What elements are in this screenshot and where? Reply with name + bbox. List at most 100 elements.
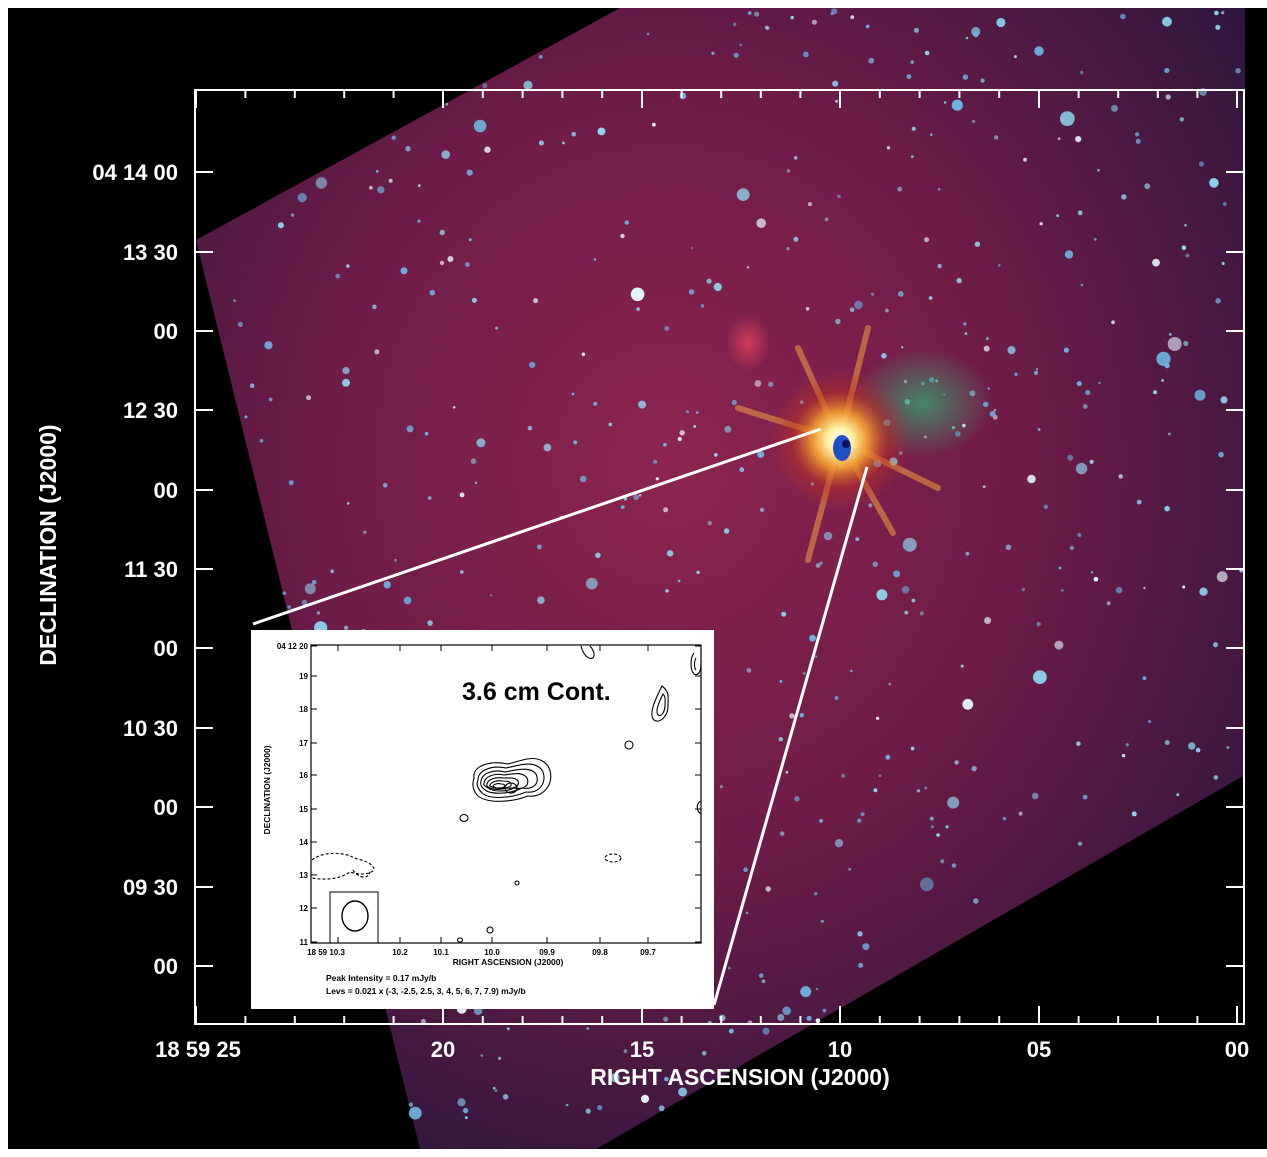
- star: [1183, 340, 1189, 347]
- star: [747, 11, 752, 15]
- star: [1021, 587, 1026, 592]
- y-tick-label: 13 30: [123, 240, 178, 265]
- star: [876, 589, 888, 601]
- star: [1156, 351, 1171, 366]
- star: [543, 443, 552, 452]
- star: [860, 812, 865, 817]
- star: [1162, 16, 1172, 27]
- star: [304, 583, 316, 595]
- star: [762, 1027, 770, 1035]
- star: [1115, 586, 1123, 594]
- star: [623, 497, 628, 501]
- star: [815, 563, 821, 568]
- star: [439, 260, 445, 266]
- star: [1152, 258, 1160, 267]
- star: [910, 155, 914, 159]
- star: [1216, 571, 1228, 583]
- star: [1067, 454, 1074, 461]
- star: [858, 962, 864, 968]
- star: [835, 318, 841, 325]
- star: [855, 537, 860, 541]
- star: [1014, 372, 1018, 377]
- star: [688, 289, 695, 295]
- star: [872, 561, 879, 568]
- star: [943, 101, 947, 104]
- star: [439, 229, 445, 236]
- star: [779, 831, 785, 836]
- star: [565, 1103, 569, 1107]
- star: [1165, 94, 1171, 100]
- inset-y-tick-label: 19: [299, 672, 308, 681]
- star: [823, 531, 833, 541]
- star: [506, 1027, 510, 1031]
- star: [460, 570, 464, 574]
- star: [408, 1102, 414, 1107]
- star: [834, 696, 839, 700]
- x-tick-label: 18 59 25: [155, 1037, 241, 1062]
- star: [929, 816, 934, 821]
- star: [502, 1094, 509, 1100]
- star: [947, 796, 960, 809]
- star: [754, 380, 762, 387]
- star: [982, 485, 986, 489]
- star: [330, 569, 335, 574]
- star: [996, 17, 1006, 28]
- star: [1111, 320, 1115, 325]
- star: [1188, 742, 1196, 750]
- star: [664, 326, 670, 331]
- star: [906, 74, 912, 79]
- star: [778, 737, 783, 742]
- star: [1058, 566, 1062, 570]
- star: [620, 505, 625, 509]
- star: [466, 169, 473, 176]
- star: [653, 459, 658, 464]
- star: [940, 859, 945, 864]
- star: [1213, 775, 1219, 780]
- star: [768, 381, 774, 387]
- star: [822, 1008, 827, 1013]
- star: [1076, 741, 1081, 746]
- star: [1069, 545, 1074, 551]
- star: [824, 217, 829, 222]
- star: [1164, 67, 1170, 74]
- star: [571, 392, 575, 396]
- star: [1090, 571, 1094, 574]
- star: [277, 222, 284, 229]
- y-tick-label: 00: [154, 319, 178, 344]
- inset-y-tick-label: 17: [299, 739, 308, 748]
- star: [335, 273, 341, 279]
- star: [902, 537, 917, 552]
- star: [911, 598, 916, 603]
- star: [714, 453, 718, 457]
- star: [1199, 587, 1208, 596]
- star: [897, 291, 904, 297]
- star: [424, 431, 429, 436]
- y-tick-label: 00: [154, 795, 178, 820]
- bright-source: [735, 325, 941, 563]
- star: [733, 52, 739, 58]
- inset-title: 3.6 cm Cont.: [462, 678, 611, 706]
- star: [1018, 811, 1023, 816]
- star: [973, 898, 979, 904]
- star: [832, 80, 839, 87]
- star: [489, 594, 493, 597]
- star: [911, 126, 916, 131]
- star: [695, 411, 699, 414]
- star: [803, 51, 809, 58]
- star: [841, 773, 846, 778]
- star: [914, 27, 919, 33]
- star: [745, 911, 749, 915]
- zoom-line-left: [252, 427, 822, 626]
- star: [1125, 743, 1129, 747]
- star: [249, 383, 255, 389]
- star: [962, 74, 969, 80]
- star: [237, 321, 243, 327]
- y-tick-label: 12 30: [123, 398, 178, 423]
- star: [806, 1015, 812, 1021]
- star: [494, 1089, 498, 1092]
- star: [980, 78, 985, 83]
- star: [862, 943, 870, 951]
- star: [870, 292, 875, 296]
- star: [789, 713, 795, 719]
- inset-y-tick-label: 16: [299, 771, 308, 780]
